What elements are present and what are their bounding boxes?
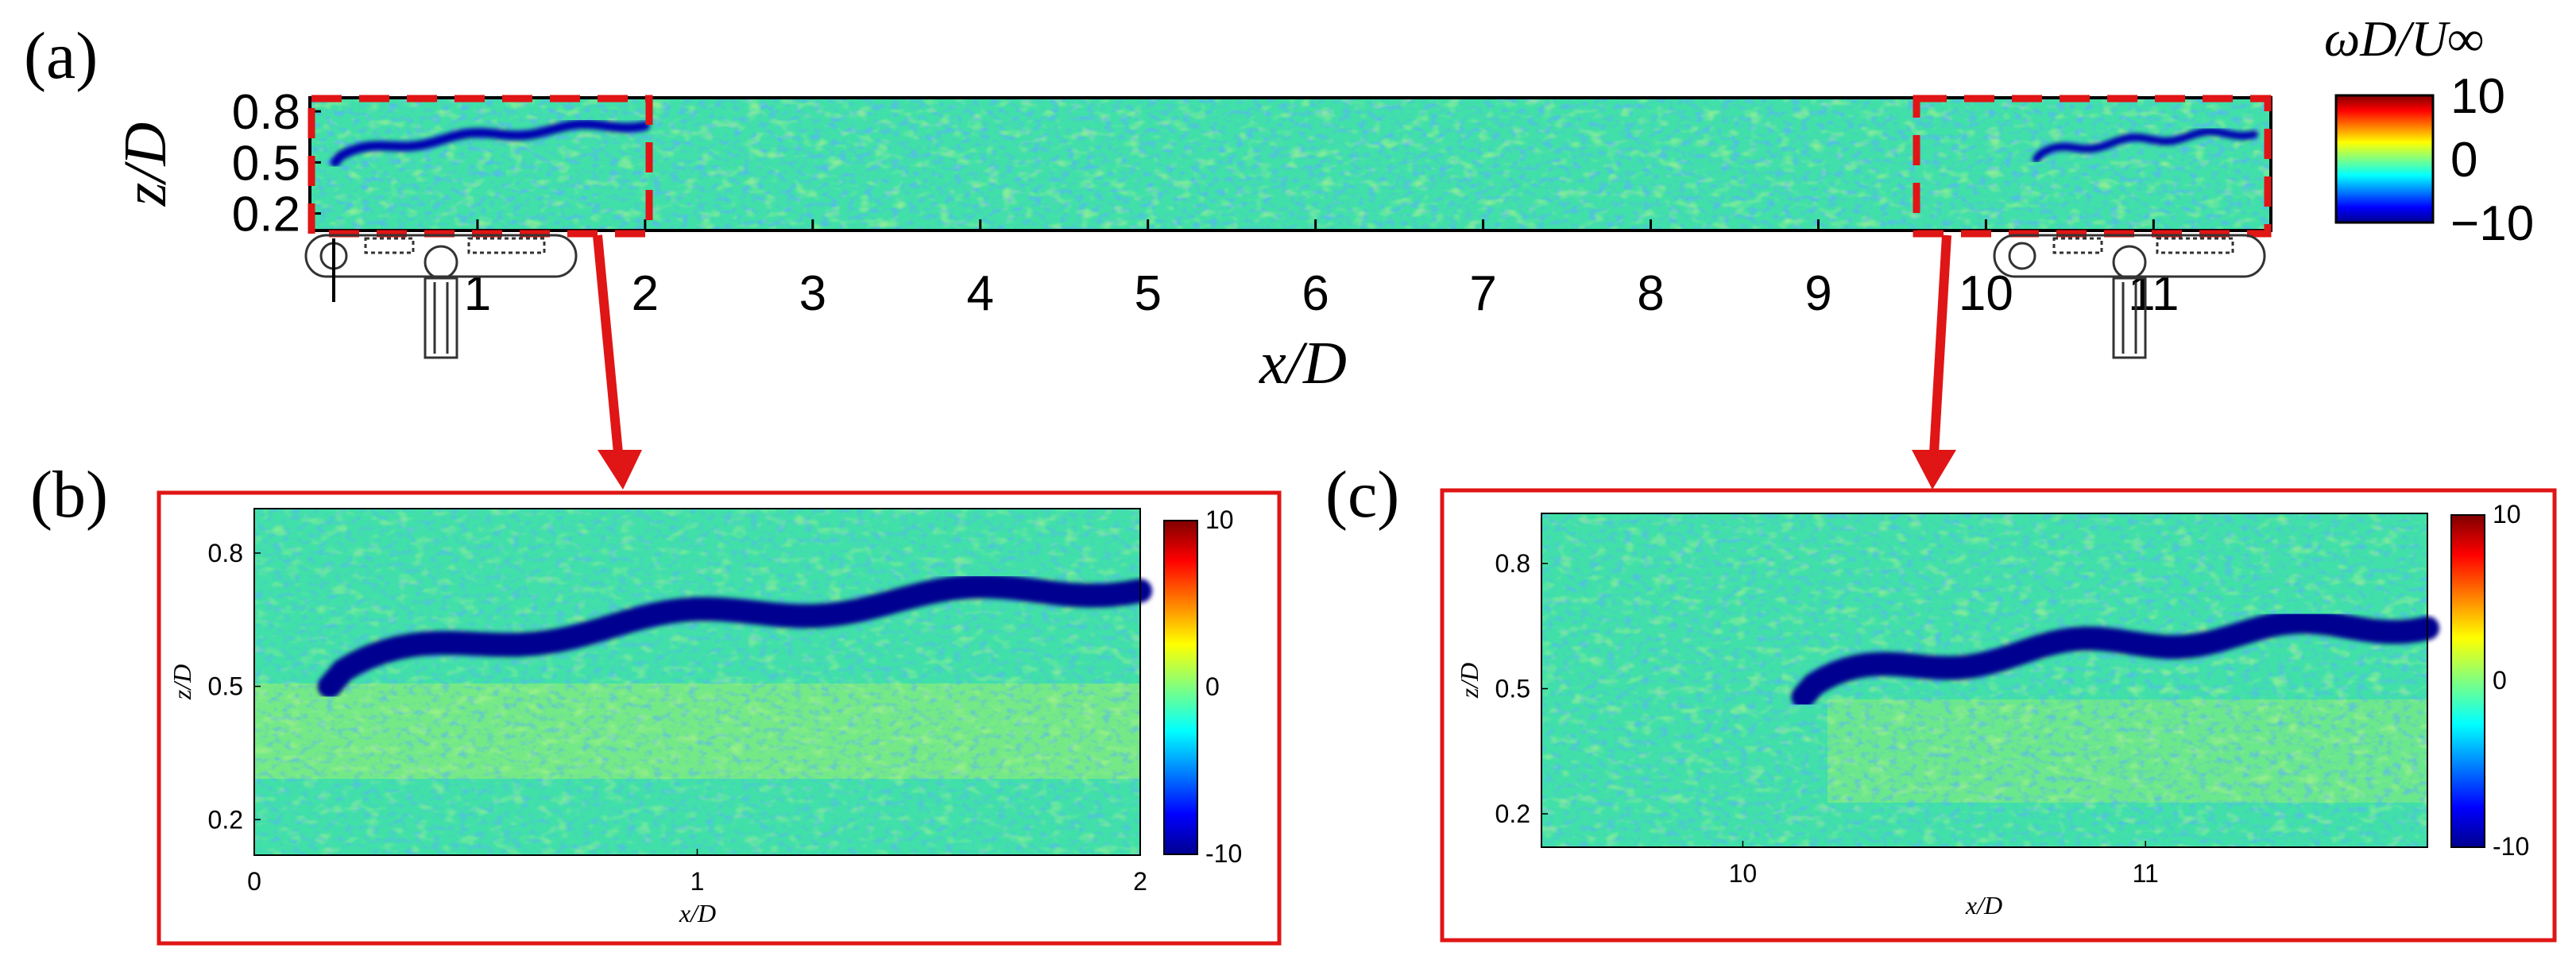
panel-a-heatmap: 1 2 3 4 5 6 7 8 9 10 11 0.20.50.8: [232, 85, 2272, 321]
panel-b-shear-layer: [317, 574, 1152, 699]
panel-b-x-tick-label: 2: [1133, 867, 1147, 896]
panel-b-colorbar: 10 0 -10: [1163, 505, 1242, 868]
panel-a-x-tick-label: 10: [1959, 266, 2013, 321]
turbine-sketch-upstream: [304, 234, 578, 359]
panel-b-y-tick-label: 0.2: [208, 805, 243, 834]
panel-a-x-tick-label: 2: [632, 266, 659, 321]
panel-label-c: (c): [1325, 458, 1399, 532]
panel-a-colorbar-tick-label: −10: [2450, 196, 2534, 251]
panel-a-x-axis-label: x/D: [1259, 330, 1347, 397]
panel-c-x-axis-label: x/D: [1965, 891, 2002, 920]
panel-c-colorbar-tick-label: 0: [2493, 666, 2507, 695]
turbine-sketch-downstream: [1993, 234, 2266, 359]
panel-b-colorbar-bar: [1163, 520, 1198, 855]
panel-a-y-axis-label: z/D: [112, 122, 179, 207]
panel-b-colorbar-tick-label: 0: [1205, 672, 1220, 701]
panel-c-y-axis-label: z/D: [1455, 663, 1483, 699]
panel-a-x-tick-label: 9: [1804, 266, 1831, 321]
panel-c-y-tick-label: 0.2: [1495, 800, 1530, 828]
panel-label-a: (a): [24, 19, 98, 93]
panel-c-colorbar: 10 0 -10: [2450, 500, 2529, 861]
panel-b-x-axis-label: x/D: [679, 899, 716, 927]
zoom-arrow-c: [1912, 234, 1956, 490]
panel-a-texture-yellow: [310, 98, 2271, 230]
panel-a-x-tick-label: 1: [464, 266, 491, 321]
panel-b-heatmap: 0 1 2 0.2 0.5 0.8: [208, 508, 1152, 896]
panel-c-y-tick-label: 0.5: [1495, 675, 1530, 703]
panel-a-y-tick-label: 0.8: [232, 85, 300, 140]
zoom-box-b: [307, 95, 653, 238]
panel-b-x-tick-label: 0: [247, 867, 261, 896]
panel-b-y-axis-label: z/D: [168, 664, 196, 700]
panel-a-x-tick-label: 6: [1302, 266, 1329, 321]
panel-c-colorbar-tick-label: -10: [2493, 832, 2529, 861]
panel-b-y-tick-label: 0.5: [208, 672, 243, 701]
panel-a-y-ticks: 0.20.50.8: [232, 85, 321, 242]
panel-c-heatmap: 10 11 0.2 0.5 0.8: [1495, 513, 2439, 888]
panel-a-y-tick-label: 0.2: [232, 188, 300, 242]
zoom-arrow-b: [593, 234, 642, 490]
panel-a-x-tick-label: 4: [967, 266, 994, 321]
panel-b-texture-yellow: [254, 509, 1140, 855]
panel-a-colorbar-tick-label: 0: [2450, 133, 2477, 188]
panel-a-x-tick-label: 3: [799, 266, 826, 321]
panel-a-shear-layer-1: [330, 119, 650, 168]
panel-c-colorbar-tick-label: 10: [2493, 500, 2521, 529]
panel-a-x-tick-label: 8: [1637, 266, 1664, 321]
panel-b-colorbar-tick-label: -10: [1205, 839, 1242, 868]
panel-b-colorbar-tick-label: 10: [1205, 505, 1234, 534]
panel-c-y-tick-label: 0.8: [1495, 549, 1530, 578]
panel-a-shear-layer-2: [2032, 127, 2258, 164]
panel-c-x-tick-label: 11: [2133, 859, 2159, 888]
panel-c-border: [1440, 488, 2557, 943]
panel-c-colorbar-bar: [2450, 514, 2485, 848]
panel-a-colorbar-title: ωD/U∞: [2324, 10, 2484, 67]
panel-label-b: (b): [30, 458, 108, 532]
panel-c-frame: [1541, 513, 2428, 848]
panel-a-x-tick-label: 7: [1469, 266, 1496, 321]
panel-a-colorbar-bar: [2334, 94, 2435, 224]
panel-a-x-tick-label: 5: [1134, 266, 1161, 321]
panel-b-border: [157, 490, 1282, 946]
panel-b-x-tick-label: 1: [690, 867, 705, 896]
panel-c-x-tick-label: 10: [1729, 859, 1758, 888]
panel-c-shear-layer: [1791, 610, 2439, 709]
panel-a-colorbar: ωD/U∞ 10 0 −10: [2324, 10, 2534, 251]
panel-b-y-tick-label: 0.8: [208, 539, 243, 567]
panel-a-y-tick-label: 0.5: [232, 136, 300, 191]
panel-a-colorbar-tick-label: 10: [2450, 69, 2505, 124]
panel-c-texture-yellow: [1541, 513, 2427, 847]
